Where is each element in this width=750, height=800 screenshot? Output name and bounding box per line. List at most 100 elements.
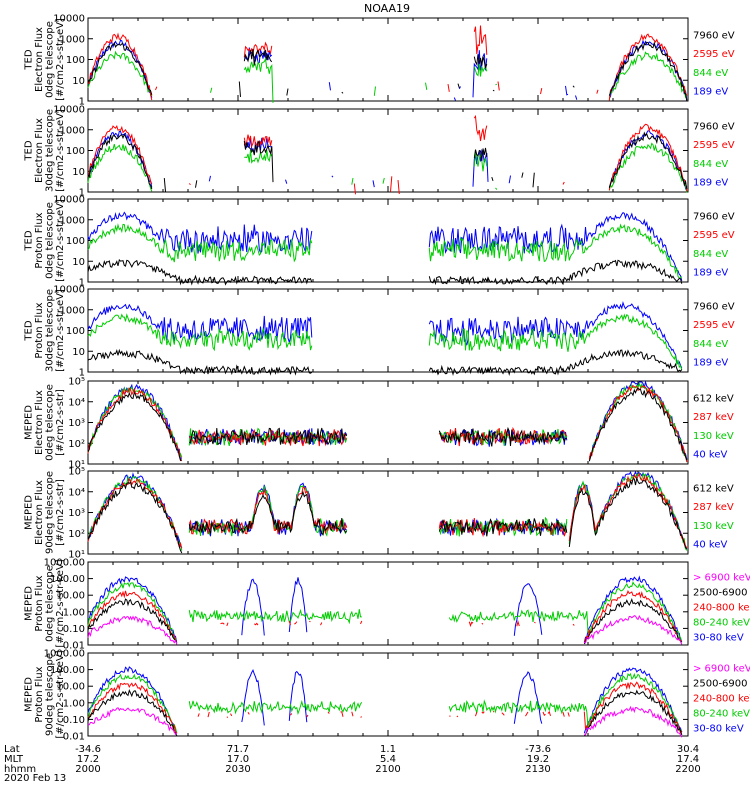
series-trace [87,348,683,376]
x-tick-label: 19.2 [527,754,549,765]
legend-entry: 130 keV [693,521,734,532]
y-tick-label: 100 [66,146,85,157]
y-axis-label: TEDElectron Flux0deg telescope[#/cm2-s-s… [23,18,66,101]
y-tick-label: 100.00 [50,665,85,676]
legend-entry: > 6900 keV [693,664,750,675]
y-axis-label: MEPEDProton Flux0deg telescope[#/cm2-s-s… [23,559,66,647]
y-axis-label: MEPEDElectron Flux0deg telescope[#/cm2-s… [23,384,66,461]
y-axis-label-line: [#/cm2-s-str-keV] [55,650,66,738]
series-trace [87,614,683,645]
y-axis-label-line: TED [23,230,34,251]
date-label: 2020 Feb 13 [4,773,66,784]
y-axis-label-line: MEPED [23,405,34,440]
legend-entry: 2595 eV [693,230,735,241]
series-trace [87,672,683,734]
x-tick-label: 2100 [375,764,400,775]
x-row-label: hhmm [4,764,36,775]
y-tick-label: 1000 [60,215,85,226]
legend-entry: 844 eV [693,339,728,350]
y-axis-label-line: 0deg telescope [44,384,55,461]
y-axis-label-line: TED [23,320,34,341]
y-axis-label: TEDProton Flux0deg telescope[#/cm2-s-str… [23,199,66,282]
x-tick-label: 17.4 [677,754,699,765]
series-trace [87,705,683,738]
y-tick-label: 10000 [53,105,85,116]
legend-entry: 612 keV [693,483,734,494]
y-tick-label: 1.00 [63,698,85,709]
y-tick-label: 10³ [68,418,85,429]
series-trace [87,476,688,554]
series-trace [87,575,682,643]
y-tick-label: 0.01 [63,732,85,743]
y-axis-label-line: MEPED [23,586,34,621]
y-tick-label: 10.00 [56,682,85,693]
y-axis-label-line: 30deg telescope [44,109,55,192]
legend-entry: 80-240 keV [693,709,750,720]
series-trace [87,666,683,734]
series-trace [87,25,688,101]
series-trace [87,50,688,103]
y-tick-label: 10.00 [56,591,85,602]
y-tick-label: 1000 [60,125,85,136]
y-axis-label-line: Proton Flux [34,212,45,268]
y-tick-label: 10³ [68,508,85,519]
y-tick-label: 1000 [60,305,85,316]
legend-entry: 844 eV [693,249,728,260]
series-trace [87,211,683,282]
legend-entry: 240-800 ke [693,603,750,614]
y-axis-label-line: [#/cm2-s-str-eV] [55,289,66,372]
y-tick-label: 10 [72,347,85,358]
y-axis-label: MEPEDElectron Flux90deg telescope[#/cm2-… [23,471,66,554]
x-tick-label: -34.6 [75,744,101,755]
y-axis-label-line: 90deg telescope [44,653,55,736]
legend-entry: 130 keV [693,431,734,442]
legend-entry: 2595 eV [693,49,735,60]
y-tick-label: 1 [79,278,85,289]
series-trace [87,41,688,102]
y-tick-label: 0.01 [63,641,85,652]
y-axis-label: MEPEDProton Flux90deg telescope[#/cm2-s-… [23,650,66,738]
x-tick-label: 17.0 [227,754,249,765]
y-axis-label-line: Proton Flux [34,575,45,631]
series-trace [87,387,688,462]
legend-entry: 844 eV [693,159,728,170]
y-axis-label-line: Electron Flux [34,118,45,183]
y-axis-label-line: 0deg telescope [44,565,55,642]
y-tick-label: 10 [72,257,85,268]
legend-entry: 287 keV [693,502,734,513]
y-axis-label-line: MEPED [23,677,34,712]
chart-title: NOAA19 [364,2,410,15]
y-tick-label: 10¹ [68,550,85,561]
legend-entry: 2500-6900 [693,588,748,599]
legend-entry: 844 eV [693,68,728,79]
y-axis-label-line: [#/cm2-s-str-eV] [55,18,66,101]
legend-entry: > 6900 keV [693,573,750,584]
y-axis-label-line: 0deg telescope [44,202,55,279]
y-axis-label: TEDProton Flux30deg telescope[#/cm2-s-st… [23,289,66,372]
y-tick-label: 10⁴ [68,397,85,408]
y-axis-label-line: Electron Flux [34,390,45,455]
legend-entry: 240-800 keV [693,694,750,705]
y-tick-label: 100 [66,55,85,66]
y-tick-label: 0.10 [63,624,85,635]
x-tick-label: 2130 [525,764,550,775]
y-tick-label: 1 [79,368,85,379]
legend-entry: 189 eV [693,87,728,98]
y-tick-label: 1 [79,188,85,199]
y-tick-label: 0.10 [63,715,85,726]
y-tick-label: 1000.00 [44,649,85,660]
panel-frame [87,17,689,102]
legend-entry: 189 eV [693,268,728,279]
legend-entry: 189 eV [693,178,728,189]
x-row-label: MLT [4,754,24,765]
series-trace [87,681,683,735]
y-axis-label-line: Electron Flux [34,480,45,545]
x-tick-label: 2200 [675,764,700,775]
legend-entry: 7960 eV [693,30,735,41]
y-axis-label-line: [#/cm2-s-str-keV] [55,559,66,647]
legend-entry: 40 keV [693,450,727,461]
